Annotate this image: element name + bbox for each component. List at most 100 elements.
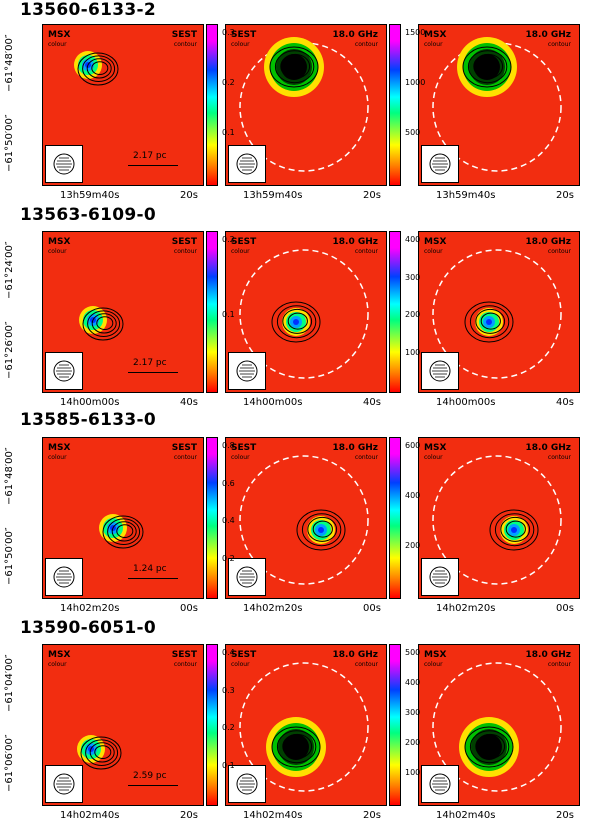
beam-icon [45,145,83,183]
y-tick-label: −61°04′00″ [4,654,15,712]
colorbar-tick: 0.1 [222,128,235,137]
sest-label: SEST [231,443,257,453]
sest-label: SEST [231,30,257,40]
contour-label: contour [547,661,571,668]
map-image [239,249,369,379]
map-panel: MSX colour 18.0 GHz contour [418,437,580,599]
x-tick-label: 40s [363,397,381,408]
scale-bar [128,372,178,373]
x-tick-label: 20s [180,190,198,201]
colour-label: colour [48,248,67,255]
scale-bar [128,578,178,579]
map-image [432,249,562,379]
colorbar-tick: 0.3 [222,685,235,695]
msx-label: MSX [48,237,71,247]
colorbar-tick: 0.2 [222,723,235,732]
map-image [239,662,369,792]
colorbar-tick: 500 [405,648,421,657]
colorbar-tick: 0.2 [222,78,235,87]
colour-label: colour [231,41,250,48]
beam-icon [421,145,459,183]
map-panel: MSX colour 18.0 GHz contour [418,231,580,393]
colour-label: colour [48,661,67,668]
contour-label: contour [547,454,571,461]
contour-label: contour [173,248,197,255]
contour-label: contour [547,41,571,48]
msx-label: MSX [424,650,447,660]
colorbar-tick: 0.4 [222,516,235,525]
x-tick-label: 40s [180,397,198,408]
x-tick-label: 14h00m00s [436,397,496,408]
map-panel: MSX colour SEST contour 2.59 pc [42,644,204,806]
colorbar-tick: 0.1 [222,310,235,319]
colorbar-tick: 600 [405,441,421,450]
beam-icon [228,352,266,390]
x-tick-label: 20s [363,190,381,201]
x-tick-label: 00s [180,603,198,614]
frequency-label: 18.0 GHz [525,443,572,453]
frequency-label: 18.0 GHz [525,30,572,40]
contour-label: contour [354,41,378,48]
colour-bar-sest [389,24,401,186]
beam-icon [228,145,266,183]
colour-bar-msx [206,437,218,599]
map-panel: SEST colour 18.0 GHz contour [225,231,387,393]
colour-bar-msx [206,644,218,806]
contour-label: contour [354,248,378,255]
x-tick-label: 13h59m40s [436,190,496,201]
msx-label: MSX [48,650,71,660]
colour-bar-msx [206,231,218,393]
colorbar-tick: 400 [405,491,421,500]
scale-bar [128,165,178,166]
beam-icon [45,352,83,390]
colour-bar-sest [389,231,401,393]
y-tick-label: −61°50′00″ [4,527,15,585]
colour-label: colour [48,454,67,461]
map-panel: SEST colour 18.0 GHz contour [225,644,387,806]
map-image [77,735,122,770]
source-title-4: 13590-6051-0 [20,618,156,638]
beam-icon [421,558,459,596]
scale-label: 1.24 pc [133,564,167,574]
sest-label: SEST [171,443,197,453]
frequency-label: 18.0 GHz [525,650,572,660]
map-panel: MSX colour 18.0 GHz contour [418,24,580,186]
frequency-label: 18.0 GHz [332,237,379,247]
source-title-3: 13585-6133-0 [20,410,156,430]
contour-label: contour [173,454,197,461]
x-tick-label: 14h02m40s [436,810,496,821]
x-tick-label: 14h02m40s [60,810,120,821]
colour-label: colour [424,661,443,668]
beam-icon [228,558,266,596]
msx-label: MSX [424,30,447,40]
beam-icon [228,765,266,803]
map-image [99,514,144,549]
x-tick-label: 20s [556,190,574,201]
x-tick-label: 20s [556,810,574,821]
map-panel: MSX colour 18.0 GHz contour [418,644,580,806]
colour-label: colour [231,454,250,461]
sest-label: SEST [231,650,257,660]
colorbar-tick: 0.2 [222,235,235,244]
colorbar-tick: 0.1 [222,760,235,770]
x-tick-label: 00s [363,603,381,614]
beam-icon [45,558,83,596]
colorbar-tick: 100 [405,347,421,357]
colorbar-tick: 0.6 [222,478,235,488]
map-image [79,306,124,341]
colorbar-tick: 0.8 [222,441,235,450]
map-image [432,37,562,172]
beam-icon [421,765,459,803]
msx-label: MSX [48,443,71,453]
x-tick-label: 00s [556,603,574,614]
scale-label: 2.17 pc [133,358,167,368]
scale-label: 2.17 pc [133,151,167,161]
map-image [432,662,562,792]
msx-label: MSX [424,443,447,453]
sest-label: SEST [171,650,197,660]
sest-label: SEST [231,237,257,247]
colorbar-tick: 200 [405,738,421,747]
map-image [239,37,369,172]
colour-label: colour [231,661,250,668]
colorbar-tick: 0.2 [222,553,235,563]
